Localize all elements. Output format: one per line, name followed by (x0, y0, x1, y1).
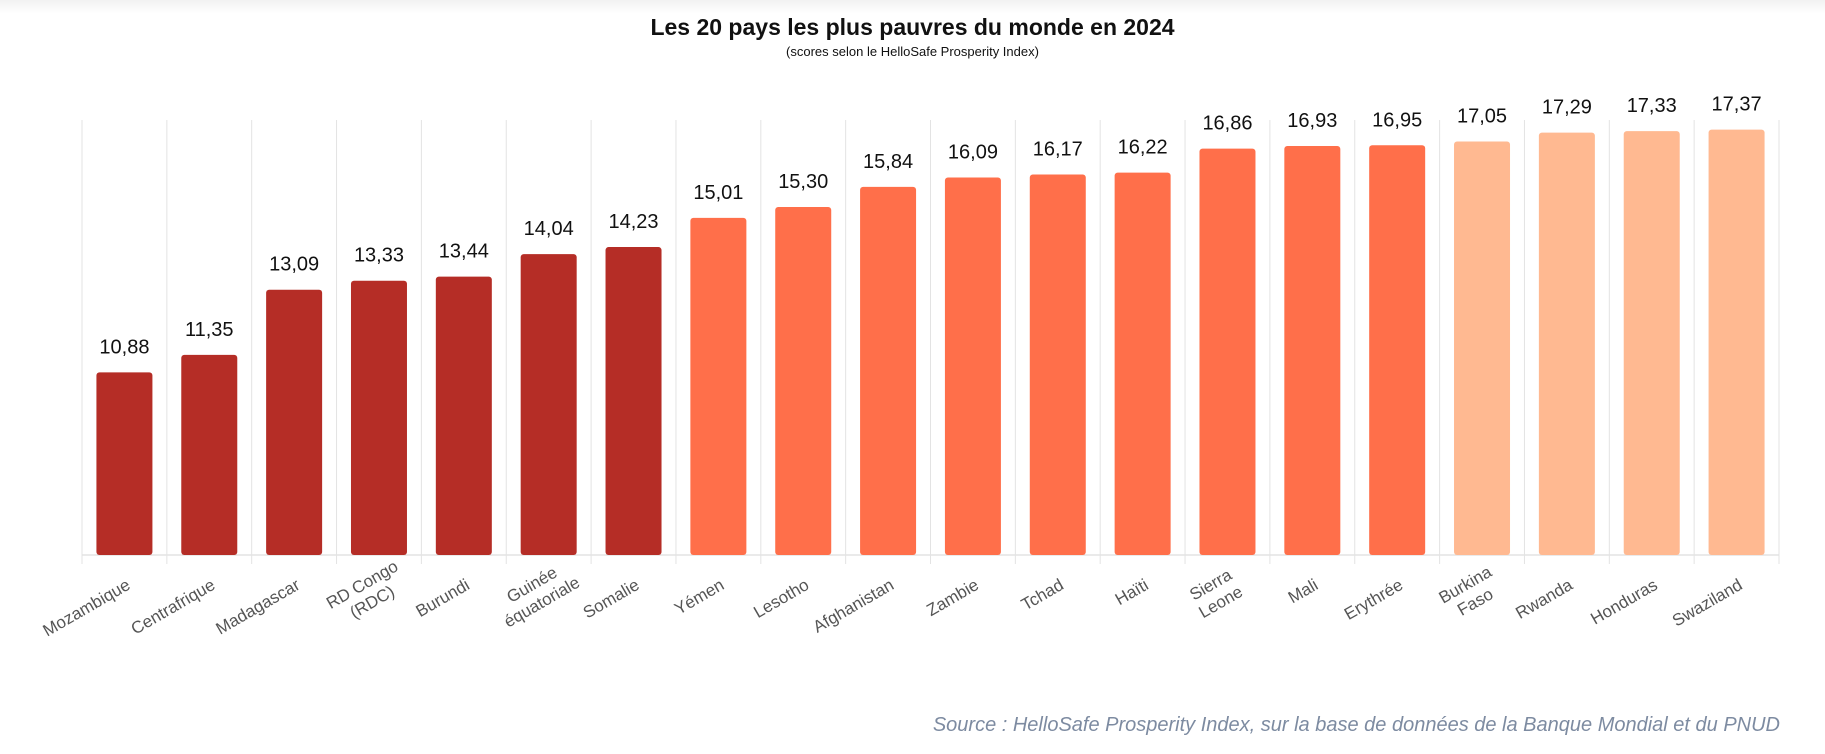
data-label: 13,33 (354, 245, 404, 267)
data-label: 17,33 (1627, 95, 1677, 117)
tick-label: Lesotho (750, 575, 812, 622)
source-note: Source : HelloSafe Prosperity Index, sur… (932, 714, 1780, 736)
tick-label-line: Erythrée (1341, 575, 1406, 624)
bar (96, 372, 153, 555)
tick-label: Rwanda (1512, 575, 1576, 623)
data-label: 14,23 (608, 211, 658, 233)
tick-label: Mozambique (40, 575, 134, 640)
data-label: 14,04 (524, 218, 574, 240)
tick-label-line: Honduras (1587, 575, 1660, 628)
chart-subtitle: (scores selon le HelloSafe Prosperity In… (786, 44, 1039, 59)
bar (690, 217, 747, 555)
data-label: 17,05 (1457, 106, 1507, 128)
tick-label: Mali (1285, 575, 1321, 607)
bar (944, 177, 1001, 556)
tick-label-line: Swaziland (1669, 575, 1746, 630)
tick-label: SierraLeone (1186, 565, 1246, 622)
bar (1029, 174, 1086, 555)
data-label: 15,30 (778, 171, 828, 193)
data-label: 16,86 (1202, 113, 1252, 135)
bar (1114, 172, 1171, 555)
bar (605, 247, 662, 555)
data-label: 16,22 (1118, 137, 1168, 159)
bar (1454, 141, 1511, 555)
tick-label-line: Zambie (923, 575, 982, 620)
tick-label: Zambie (923, 575, 982, 620)
tick-label: Erythrée (1341, 575, 1406, 624)
tick-label-line: Yémen (671, 575, 727, 618)
tick-label-line: Somalie (580, 575, 643, 622)
tick-label: Burundi (413, 575, 473, 621)
tick-label: Tchad (1018, 575, 1067, 614)
tick-label: Honduras (1587, 575, 1660, 628)
tick-label-line: Afghanistan (810, 575, 897, 636)
tick-label-line: Tchad (1018, 575, 1067, 614)
data-label: 10,88 (99, 336, 149, 358)
tick-label: Yémen (671, 575, 727, 618)
data-label: 16,17 (1033, 138, 1083, 160)
tick-label: BurkinaFaso (1436, 562, 1506, 625)
bar (775, 207, 832, 555)
tick-label-line: Madagascar (213, 575, 304, 638)
tick-label-line: Lesotho (750, 575, 812, 622)
tick-label-line: Rwanda (1512, 575, 1576, 623)
tick-label: Haïti (1112, 575, 1152, 609)
bar (1369, 145, 1426, 555)
data-label: 15,84 (863, 151, 913, 173)
bar (860, 186, 917, 555)
tick-label-line: Mali (1285, 575, 1321, 607)
tick-label-line: Centrafrique (128, 575, 219, 638)
top-shadow (0, 0, 1825, 14)
bar (1708, 129, 1765, 555)
data-label: 13,09 (269, 254, 319, 276)
bar (435, 276, 492, 555)
data-label: 16,95 (1372, 109, 1422, 131)
chart-title: Les 20 pays les plus pauvres du monde en… (650, 14, 1175, 40)
bar (520, 254, 577, 556)
data-label: 15,01 (693, 182, 743, 204)
bar (266, 289, 323, 555)
bar (1623, 131, 1680, 556)
data-label: 11,35 (185, 319, 234, 341)
data-label: 13,44 (439, 241, 489, 263)
tick-label-line: Burundi (413, 575, 473, 621)
tick-label: Centrafrique (128, 575, 219, 638)
tick-label-line: Mozambique (40, 575, 134, 640)
tick-label: Somalie (580, 575, 643, 622)
bar (1284, 146, 1341, 555)
tick-label: Swaziland (1669, 575, 1746, 630)
tick-label: Madagascar (213, 575, 304, 638)
bar (350, 280, 407, 555)
tick-label: Guinéeéquatoriale (491, 556, 583, 632)
data-label: 16,09 (948, 141, 998, 163)
tick-label: RD Congo(RDC) (323, 557, 411, 630)
data-label: 17,37 (1712, 94, 1762, 116)
bar (1538, 132, 1595, 555)
data-label: 16,93 (1287, 110, 1337, 132)
tick-label: Afghanistan (810, 575, 897, 636)
data-label: 17,29 (1542, 97, 1592, 119)
bar (181, 354, 238, 555)
tick-label-line: Haïti (1112, 575, 1152, 609)
bar (1199, 148, 1256, 555)
